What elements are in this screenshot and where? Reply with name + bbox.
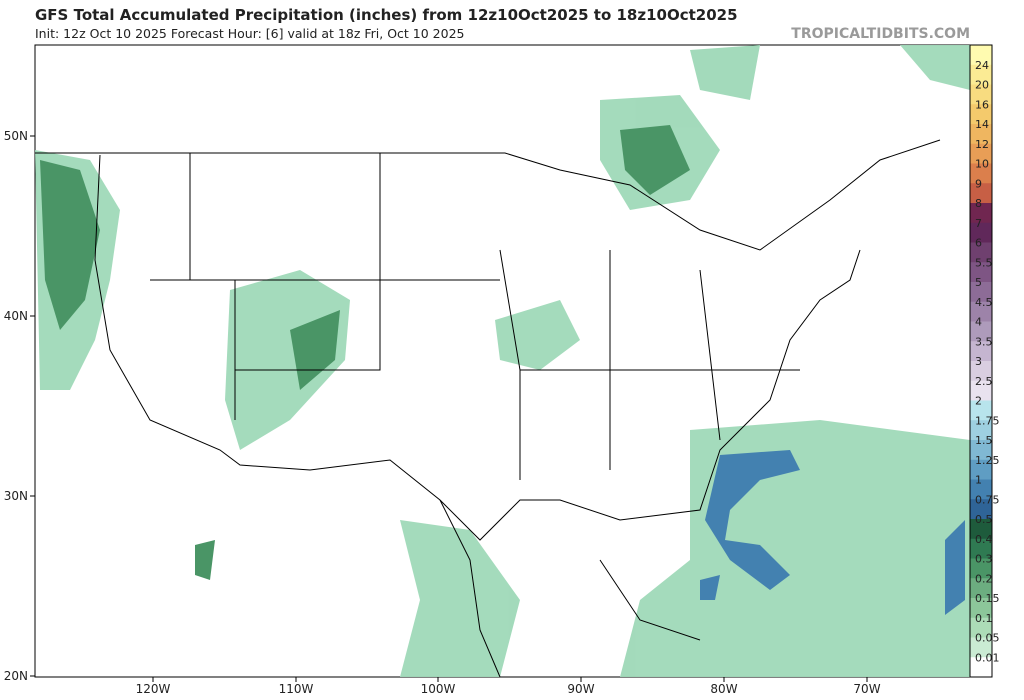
- lon-label: 90W: [567, 682, 594, 696]
- colorbar: 24 20 16 14 12 10 9 8 7 6 5.5 5 4.5 4 3.5 3 2.5 2 1.75 1.5 1…: [969, 44, 1000, 678]
- lon-label: 110W: [279, 682, 314, 696]
- lat-label: 30N: [4, 489, 28, 503]
- colorbar-swatch: [970, 519, 992, 540]
- colorbar-label: 24: [975, 59, 989, 72]
- colorbar-swatch: [970, 538, 992, 559]
- colorbar-swatch: [970, 64, 992, 85]
- colorbar-label: 3: [975, 355, 982, 368]
- lon-label: 80W: [710, 682, 737, 696]
- colorbar-label: 0.3: [975, 553, 993, 566]
- colorbar-swatch: [970, 242, 992, 263]
- colorbar-swatch: [970, 617, 992, 638]
- colorbar-swatch: [970, 203, 992, 224]
- colorbar-swatch: [970, 598, 992, 619]
- colorbar-swatch: [970, 400, 992, 421]
- colorbar-label: 7: [975, 217, 982, 230]
- lat-label: 50N: [4, 129, 28, 143]
- colorbar-swatch: [970, 262, 992, 283]
- colorbar-label: 4: [975, 316, 982, 329]
- colorbar-swatch: [970, 637, 992, 658]
- map: [34, 44, 971, 678]
- colorbar-label: 10: [975, 158, 989, 171]
- colorbar-swatch: [970, 459, 992, 480]
- colorbar-swatch: [970, 321, 992, 342]
- colorbar-swatch: [970, 578, 992, 599]
- colorbar-swatch: [970, 124, 992, 145]
- colorbar-swatch: [970, 183, 992, 204]
- colorbar-label: 3.5: [975, 335, 993, 348]
- subtitle: Init: 12z Oct 10 2025 Forecast Hour: [6]…: [35, 26, 464, 41]
- colorbar-swatch: [970, 499, 992, 520]
- lon-label: 100W: [421, 682, 456, 696]
- colorbar-label: 0.2: [975, 572, 993, 585]
- colorbar-swatch: [970, 420, 992, 441]
- colorbar-swatch: [970, 45, 992, 66]
- colorbar-label: 0.1: [975, 612, 993, 625]
- colorbar-label: 2: [975, 395, 982, 408]
- colorbar-label: 6: [975, 237, 982, 250]
- colorbar-label: 0.4: [975, 533, 993, 546]
- colorbar-label: 20: [975, 79, 989, 92]
- colorbar-label: 1: [975, 474, 982, 487]
- colorbar-swatch: [970, 657, 992, 678]
- colorbar-swatch: [970, 163, 992, 184]
- colorbar-label: 0.15: [975, 592, 1000, 605]
- colorbar-swatch: [970, 222, 992, 243]
- colorbar-swatch: [970, 104, 992, 125]
- colorbar-label: 4.5: [975, 296, 993, 309]
- colorbar-swatch: [970, 84, 992, 105]
- colorbar-swatch: [970, 143, 992, 164]
- colorbar-label: 2.5: [975, 375, 993, 388]
- colorbar-label: 0.5: [975, 513, 993, 526]
- colorbar-frame: [969, 44, 993, 678]
- title: GFS Total Accumulated Precipitation (inc…: [35, 6, 738, 24]
- colorbar-label: 14: [975, 118, 989, 131]
- colorbar-label: 12: [975, 138, 989, 151]
- colorbar-swatch: [970, 479, 992, 500]
- colorbar-label: 9: [975, 177, 982, 190]
- lat-label: 20N: [4, 669, 28, 683]
- colorbar-swatch: [970, 341, 992, 362]
- lat-label: 40N: [4, 309, 28, 323]
- colorbar-swatch: [970, 558, 992, 579]
- colorbar-label: 8: [975, 197, 982, 210]
- precip-heavy: [700, 450, 965, 615]
- axes: 120W 110W 100W 90W 80W 70W 50N 40N 30N 20N: [4, 129, 881, 696]
- colorbar-swatch: [970, 361, 992, 382]
- colorbar-label: 1.25: [975, 454, 1000, 467]
- colorbar-label: 0.05: [975, 632, 1000, 645]
- colorbar-label: 0.01: [975, 651, 1000, 664]
- borders: [35, 139, 941, 678]
- colorbar-swatch: [970, 440, 992, 461]
- colorbar-label: 16: [975, 98, 989, 111]
- colorbar-label: 5: [975, 276, 982, 289]
- colorbar-swatch: [970, 301, 992, 322]
- colorbar-swatch: [970, 282, 992, 303]
- lon-label: 70W: [853, 682, 880, 696]
- colorbar-label: 0.75: [975, 493, 1000, 506]
- colorbar-label: 5.5: [975, 256, 993, 269]
- colorbar-label: 1.75: [975, 414, 1000, 427]
- lon-label: 120W: [136, 682, 171, 696]
- watermark: TROPICALTIDBITS.COM: [791, 26, 970, 42]
- colorbar-swatch: [970, 380, 992, 401]
- colorbar-label: 1.5: [975, 434, 993, 447]
